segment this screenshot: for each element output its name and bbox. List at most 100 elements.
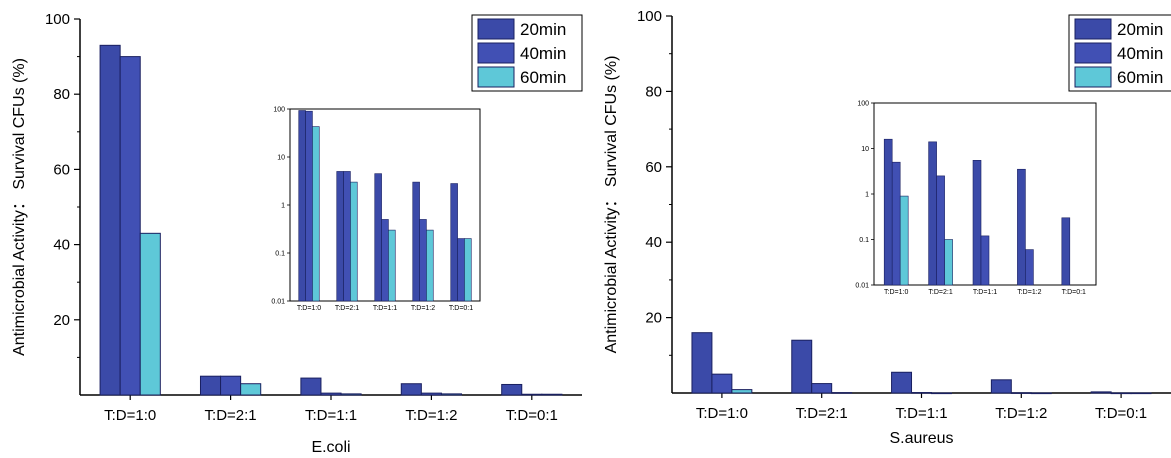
inset-x-tick-label: T:D=1:1 — [373, 305, 397, 312]
inset-x-tick-label: T:D=1:2 — [1017, 289, 1041, 296]
inset-y-tick-label: 0.01 — [271, 299, 285, 306]
bar-20min — [99, 44, 121, 396]
y-tick-label: 80 — [53, 86, 70, 103]
inset-bar-60min — [388, 229, 396, 302]
inset-y-tick-label: 100 — [273, 107, 285, 114]
inset-y-tick-label: 1 — [865, 192, 869, 199]
chart-panel-2: 20 40 60 80 100 T:D=1:0 T:D=2:1 T:D=1:1 T:D=1:2 T… — [603, 8, 1171, 447]
bar-40min — [1110, 392, 1132, 395]
bar-60min — [240, 383, 262, 396]
inset-bar-20min — [412, 181, 420, 302]
inset-y-tick-label: 10 — [277, 155, 285, 162]
legend: 20min 40min 60min — [471, 14, 583, 92]
inset-bar-40min — [891, 161, 901, 286]
y-tick-label: 20 — [645, 310, 662, 327]
bar-20min — [501, 383, 523, 396]
inset-bar-60min — [350, 181, 358, 302]
bar-40min — [1010, 392, 1032, 394]
inset-bar-40min — [980, 235, 990, 286]
y-tick-label: 100 — [45, 11, 70, 28]
bar-40min — [811, 383, 833, 394]
inset-bar-40min — [457, 238, 465, 302]
bar-40min — [911, 392, 932, 394]
inset-y-tick-label: 0.1 — [275, 251, 285, 258]
legend-swatch-40min — [1074, 42, 1112, 64]
bar-40min — [711, 373, 733, 394]
inset-bar-20min — [883, 138, 893, 286]
bar-20min — [300, 377, 322, 396]
bar-60min — [930, 392, 952, 395]
y-tick-label: 40 — [645, 234, 662, 251]
bar-40min — [420, 392, 442, 396]
x-tick-label: T:D=1:1 — [895, 405, 947, 422]
inset-bar-40min — [305, 110, 313, 302]
legend-swatch-20min — [1074, 18, 1112, 40]
inset-bar-20min — [972, 160, 982, 286]
bar-60min — [340, 393, 362, 396]
bar-60min — [831, 392, 853, 394]
bar-20min — [1090, 391, 1112, 394]
inset-x-tick-label: T:D=0:1 — [1062, 289, 1086, 296]
inset-bar-60min — [312, 126, 320, 302]
inset-bar-60min — [944, 239, 953, 286]
bar-60min — [1130, 392, 1152, 395]
y-tick-label: 60 — [645, 159, 662, 176]
inset-y-tick-label: 10 — [861, 146, 869, 153]
legend-swatch-60min — [477, 66, 515, 88]
bar-60min — [541, 393, 563, 396]
x-tick-label: T:D=2:1 — [796, 405, 848, 422]
bar-60min — [1030, 392, 1052, 395]
inset-x-tick-label: T:D=1:0 — [297, 305, 321, 312]
legend-label: 60min — [1117, 68, 1163, 87]
inset-bar-20min — [1017, 168, 1026, 286]
inset-y-tick-label: 0.1 — [859, 237, 869, 244]
legend: 20min 40min 60min — [1068, 14, 1171, 92]
inset-chart: 0.01 0.1 1 10 100 T:D=1:0 T:D=2:1 T:D=1:1 T:D=1:… — [855, 101, 1097, 296]
inset-bar-20min — [1061, 217, 1071, 286]
inset-y-tick-label: 1 — [281, 203, 285, 210]
inset-bar-60min — [464, 238, 472, 302]
bar-40min — [220, 375, 242, 396]
inset-x-tick-label: T:D=2:1 — [335, 305, 359, 312]
bar-60min — [139, 232, 161, 396]
inset-x-tick-label: T:D=1:1 — [973, 289, 997, 296]
x-tick-label: T:D=2:1 — [205, 407, 257, 424]
x-tick-label: T:D=1:1 — [305, 407, 357, 424]
y-tick-label: 80 — [645, 83, 662, 100]
inset-y-tick-label: 0.01 — [855, 283, 869, 290]
inset-bar-20min — [450, 183, 458, 302]
legend-swatch-20min — [477, 18, 515, 40]
x-axis-label: S.aureus — [889, 430, 953, 447]
bar-40min — [521, 393, 543, 396]
x-tick-label: T:D=1:0 — [696, 405, 748, 422]
inset-y-tick-label: 100 — [857, 101, 869, 108]
legend-swatch-60min — [1074, 66, 1112, 88]
x-tick-label: T:D=0:1 — [1095, 405, 1147, 422]
inset-x-tick-label: T:D=1:2 — [411, 305, 435, 312]
inset-x-tick-label: T:D=1:0 — [884, 289, 908, 296]
bar-60min — [440, 393, 463, 396]
x-tick-label: T:D=0:1 — [506, 407, 558, 424]
bar-20min — [891, 371, 913, 394]
inset-chart: 0.01 0.1 1 10 100 T:D=1:0 T:D=2:1 T:D=1:1 T:D=1:… — [271, 107, 481, 312]
inset-x-tick-label: T:D=0:1 — [449, 305, 473, 312]
inset-bar-20min — [374, 173, 382, 302]
legend-label: 20min — [1117, 20, 1163, 39]
x-axis-label: E.coli — [311, 439, 350, 456]
bar-60min — [731, 389, 753, 394]
bar-20min — [199, 375, 222, 396]
inset-bar-40min — [1025, 249, 1034, 286]
legend-label: 20min — [520, 20, 566, 39]
y-axis-label: Antimicrobial Activity： Survival CFUs (%… — [603, 56, 620, 354]
bar-20min — [990, 379, 1012, 394]
bar-40min — [119, 56, 141, 396]
bar-20min — [791, 339, 813, 394]
x-tick-label: T:D=1:2 — [995, 405, 1047, 422]
inset-bar-40min — [936, 175, 945, 286]
inset-x-tick-label: T:D=2:1 — [928, 289, 952, 296]
chart-panel-1: 20 40 60 80 100 T:D=1:0 T:D=2:1 T:D=1:1 T:D=1:2 T… — [11, 11, 583, 456]
y-tick-label: 40 — [53, 237, 70, 254]
y-tick-label: 100 — [637, 8, 662, 25]
y-axis-label: Antimicrobial Activity： Survival CFUs (%… — [11, 58, 28, 356]
